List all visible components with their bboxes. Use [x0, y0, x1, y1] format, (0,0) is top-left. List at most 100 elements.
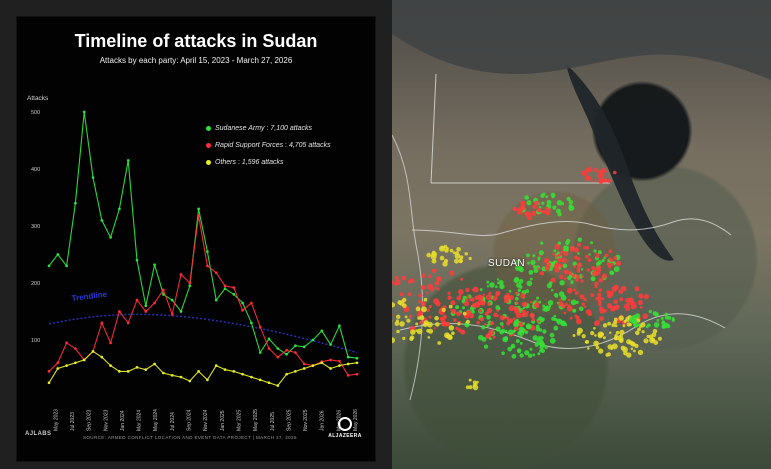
- map-attack-point: [478, 309, 482, 313]
- map-attack-point: [567, 298, 571, 302]
- map-attack-point: [598, 288, 603, 292]
- map-attack-point: [653, 340, 659, 345]
- sudanese-army-point: [82, 110, 86, 114]
- map-attack-point: [527, 261, 530, 265]
- rapid-support-forces-point: [250, 301, 253, 305]
- others-point: [170, 373, 174, 377]
- sudanese-army-point: [285, 352, 288, 356]
- others-point: [206, 378, 209, 382]
- map-attack-point: [465, 385, 470, 390]
- map-attack-point: [517, 288, 521, 292]
- map-attack-point: [418, 293, 423, 298]
- map-attack-point: [595, 252, 599, 256]
- map-attack-point: [538, 250, 544, 256]
- map-attack-point: [563, 311, 567, 315]
- map-attack-point: [427, 321, 433, 328]
- others-point: [91, 350, 95, 353]
- map-attack-point: [581, 170, 585, 175]
- map-attack-point: [602, 323, 608, 328]
- map-attack-point: [639, 306, 643, 309]
- x-tick-label: Jul 2024: [170, 412, 176, 431]
- others-point: [109, 364, 112, 367]
- sudanese-army-point: [188, 284, 192, 288]
- map-attack-point: [455, 326, 459, 330]
- map-attack-point: [402, 297, 407, 303]
- map-attack-point: [516, 348, 522, 353]
- map-attack-point: [448, 304, 453, 309]
- map-attack-point: [593, 179, 597, 183]
- rapid-support-forces-point: [170, 313, 174, 316]
- map-attack-point: [558, 301, 564, 307]
- aljazeera-logo-text: ALJAZEERA: [328, 433, 362, 439]
- map-attack-point: [597, 260, 602, 265]
- map-attack-point: [645, 325, 649, 329]
- map-attack-point: [633, 349, 636, 353]
- map-attack-point: [608, 249, 613, 254]
- map-attack-point: [559, 263, 564, 268]
- map-attack-point: [601, 297, 605, 300]
- map-attack-point: [426, 308, 430, 312]
- map-attack-point: [572, 334, 576, 337]
- map-attack-point: [464, 301, 470, 307]
- map-attack-point: [573, 265, 576, 269]
- map-attack-point: [543, 258, 550, 264]
- others-point: [276, 384, 280, 387]
- map-attack-point: [542, 192, 546, 196]
- map-attack-point: [457, 322, 461, 326]
- map-attack-point: [546, 283, 552, 289]
- map-attack-point: [503, 294, 510, 301]
- map-attack-point: [606, 178, 611, 183]
- others-point: [74, 361, 77, 365]
- map-attack-point: [577, 252, 580, 255]
- map-attack-point: [601, 273, 607, 279]
- map-attack-point: [597, 333, 603, 339]
- rapid-support-forces-point: [56, 361, 60, 365]
- map-attack-point: [512, 317, 516, 321]
- map-attack-point: [563, 251, 569, 256]
- chart-footer: AJLABS SOURCE: ARMED CONFLICT LOCATION A…: [25, 417, 367, 449]
- map-attack-point: [562, 263, 568, 269]
- map-attack-point: [613, 170, 617, 175]
- map-attack-point: [664, 315, 669, 320]
- map-attack-point: [561, 247, 564, 250]
- map-attack-point: [637, 299, 643, 306]
- map-attack-point: [470, 297, 475, 302]
- others-point: [188, 379, 192, 383]
- map-attack-point: [581, 275, 584, 278]
- border-line-north: [430, 73, 610, 184]
- map-attack-point: [560, 294, 567, 301]
- map-attack-point: [537, 319, 541, 323]
- others-point: [267, 381, 271, 385]
- sudanese-army-point: [65, 264, 68, 268]
- map-attack-point: [448, 325, 454, 331]
- map-attack-point: [618, 289, 624, 294]
- map-attack-point: [487, 302, 491, 306]
- map-attack-point: [545, 195, 549, 199]
- map-attack-point: [515, 296, 519, 301]
- map-attack-point: [657, 336, 662, 341]
- map-attack-point: [497, 307, 501, 311]
- map-attack-point: [553, 318, 557, 321]
- others-series-line: [48, 350, 358, 387]
- map-attack-point: [603, 178, 608, 183]
- others-point: [153, 362, 156, 366]
- rapid-support-forces-point: [47, 370, 51, 373]
- map-attack-point: [666, 324, 671, 329]
- map-attack-point: [495, 314, 499, 318]
- map-attack-point: [560, 201, 564, 206]
- others-point: [100, 355, 104, 359]
- map-attack-point: [507, 346, 513, 352]
- map-attack-point: [515, 301, 519, 305]
- map-attack-point: [421, 306, 427, 313]
- map-attack-point: [567, 305, 573, 312]
- x-tick-label: Nov 2023: [103, 409, 109, 431]
- map-attack-point: [537, 258, 540, 261]
- map-attack-point: [574, 277, 579, 282]
- map-attack-point: [521, 314, 525, 318]
- map-attack-point: [618, 315, 624, 321]
- map-attack-point: [462, 311, 467, 316]
- map-attack-point: [602, 336, 606, 340]
- map-attack-point: [508, 295, 514, 301]
- sudanese-army-point: [109, 236, 112, 239]
- sudanese-army-point: [241, 301, 244, 305]
